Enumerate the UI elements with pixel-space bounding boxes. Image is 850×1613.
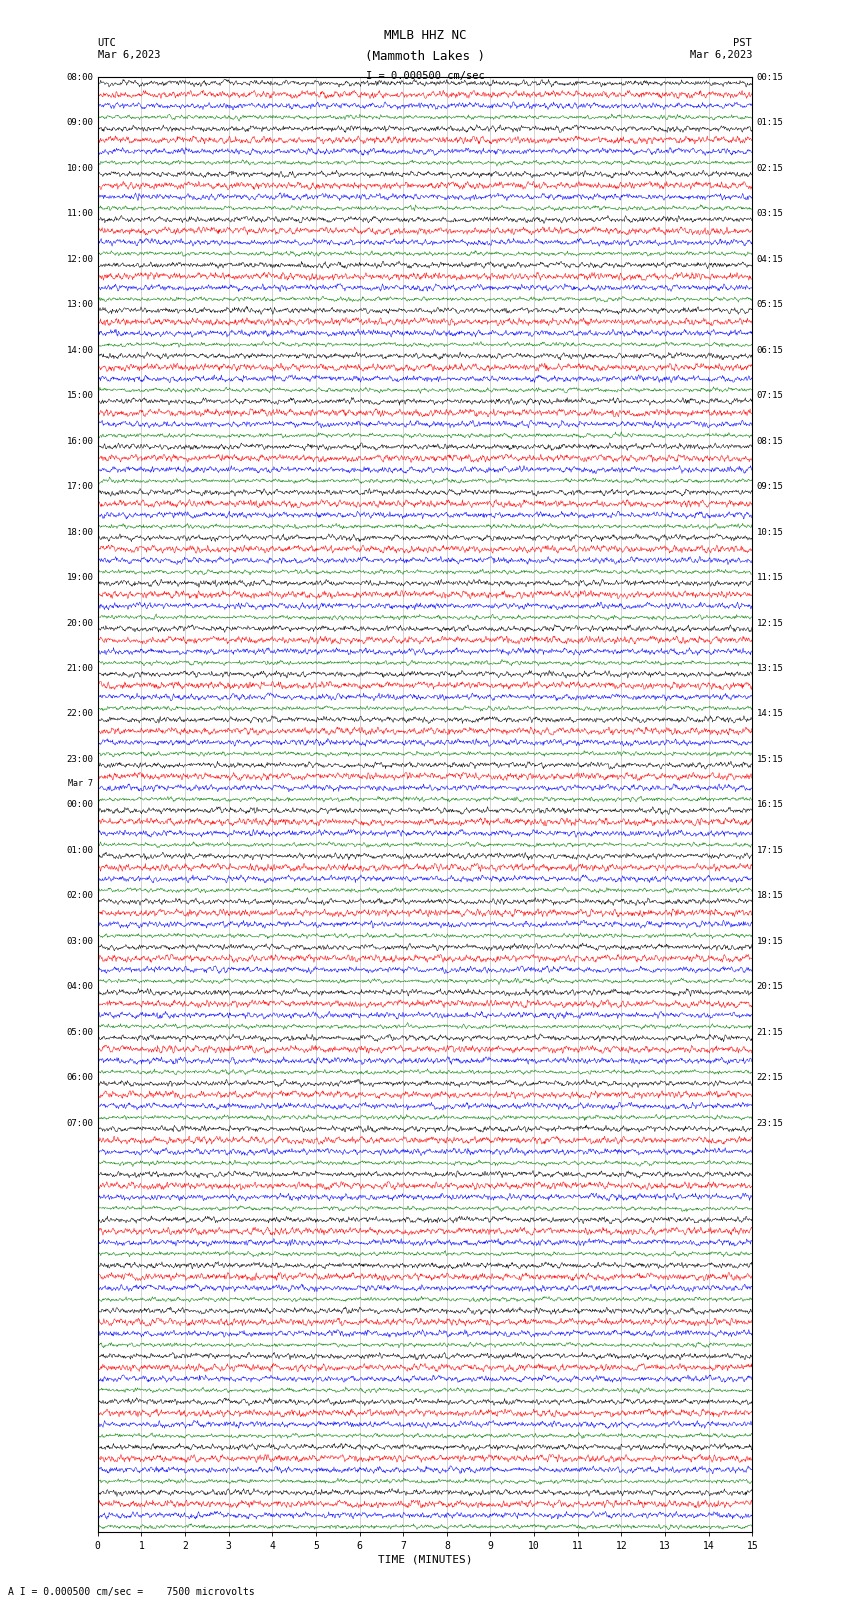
Text: 07:15: 07:15 [756, 392, 784, 400]
Text: 19:00: 19:00 [66, 573, 94, 582]
Text: 01:15: 01:15 [756, 118, 784, 127]
Text: 10:15: 10:15 [756, 527, 784, 537]
Text: 22:15: 22:15 [756, 1073, 784, 1082]
Text: Mar 6,2023: Mar 6,2023 [689, 50, 752, 60]
Text: 23:00: 23:00 [66, 755, 94, 765]
Text: 16:00: 16:00 [66, 437, 94, 445]
Text: 06:00: 06:00 [66, 1073, 94, 1082]
Text: 21:15: 21:15 [756, 1027, 784, 1037]
Text: 14:00: 14:00 [66, 345, 94, 355]
Text: UTC: UTC [98, 39, 116, 48]
Text: 04:15: 04:15 [756, 255, 784, 265]
Text: 18:00: 18:00 [66, 527, 94, 537]
Text: 00:15: 00:15 [756, 73, 784, 82]
Text: 17:00: 17:00 [66, 482, 94, 490]
Text: 12:15: 12:15 [756, 618, 784, 627]
Text: 22:00: 22:00 [66, 710, 94, 718]
Text: A I = 0.000500 cm/sec =    7500 microvolts: A I = 0.000500 cm/sec = 7500 microvolts [8, 1587, 255, 1597]
Text: I = 0.000500 cm/sec: I = 0.000500 cm/sec [366, 71, 484, 81]
Text: 07:00: 07:00 [66, 1119, 94, 1127]
Text: Mar 7: Mar 7 [69, 779, 94, 789]
Text: 02:15: 02:15 [756, 165, 784, 173]
Text: 03:15: 03:15 [756, 210, 784, 218]
Text: 09:15: 09:15 [756, 482, 784, 490]
Text: 16:15: 16:15 [756, 800, 784, 810]
Text: 20:00: 20:00 [66, 618, 94, 627]
Text: (Mammoth Lakes ): (Mammoth Lakes ) [365, 50, 485, 63]
Text: 15:15: 15:15 [756, 755, 784, 765]
Text: 17:15: 17:15 [756, 845, 784, 855]
Text: 23:15: 23:15 [756, 1119, 784, 1127]
Text: Mar 6,2023: Mar 6,2023 [98, 50, 161, 60]
Text: 05:15: 05:15 [756, 300, 784, 310]
Text: 08:15: 08:15 [756, 437, 784, 445]
Text: 20:15: 20:15 [756, 982, 784, 992]
Text: PST: PST [734, 39, 752, 48]
Text: 04:00: 04:00 [66, 982, 94, 992]
Text: 15:00: 15:00 [66, 392, 94, 400]
Text: 13:00: 13:00 [66, 300, 94, 310]
Text: MMLB HHZ NC: MMLB HHZ NC [383, 29, 467, 42]
Text: 10:00: 10:00 [66, 165, 94, 173]
Text: 08:00: 08:00 [66, 73, 94, 82]
Text: 14:15: 14:15 [756, 710, 784, 718]
Text: 11:00: 11:00 [66, 210, 94, 218]
Text: 00:00: 00:00 [66, 800, 94, 810]
Text: 01:00: 01:00 [66, 845, 94, 855]
Text: 13:15: 13:15 [756, 665, 784, 673]
Text: 05:00: 05:00 [66, 1027, 94, 1037]
Text: 02:00: 02:00 [66, 892, 94, 900]
Text: 21:00: 21:00 [66, 665, 94, 673]
Text: 12:00: 12:00 [66, 255, 94, 265]
Text: 11:15: 11:15 [756, 573, 784, 582]
Text: 06:15: 06:15 [756, 345, 784, 355]
Text: 09:00: 09:00 [66, 118, 94, 127]
Text: 03:00: 03:00 [66, 937, 94, 945]
X-axis label: TIME (MINUTES): TIME (MINUTES) [377, 1555, 473, 1565]
Text: 19:15: 19:15 [756, 937, 784, 945]
Text: 18:15: 18:15 [756, 892, 784, 900]
